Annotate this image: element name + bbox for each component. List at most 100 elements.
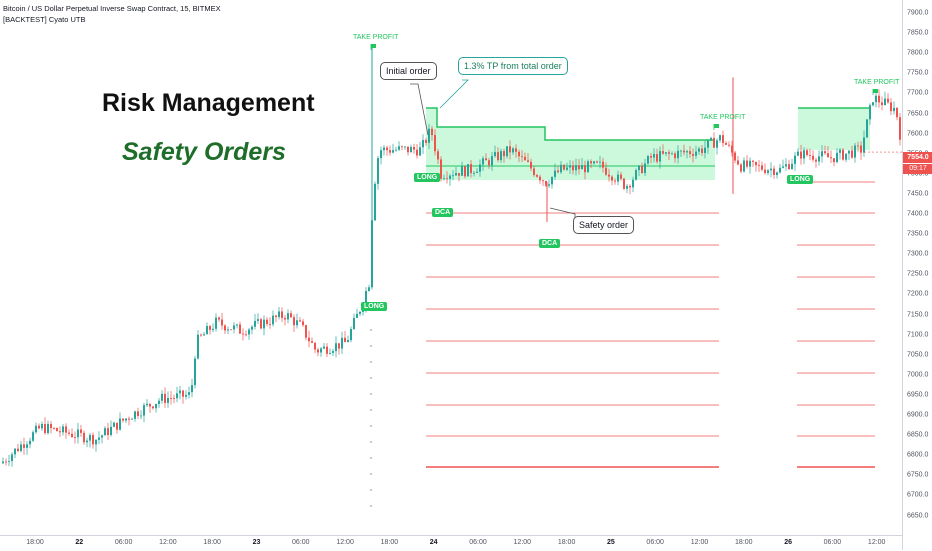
chart-area[interactable] [0,0,902,535]
candle-body [797,151,799,156]
candle-body [377,158,379,184]
candle-body [584,165,586,173]
candle-body [116,422,118,430]
candle-body [800,151,802,159]
candle-body [173,398,175,399]
take-profit-label-3: TAKE PROFIT [854,79,900,86]
time-axis[interactable]: 18:00 22 06:00 12:00 18:00 23 06:00 12:00 18:00 2… [0,535,902,551]
candle-body [284,317,286,320]
chart-header: Bitcoin / US Dollar Perpetual Inverse Sw… [3,3,221,25]
candle-body [635,170,637,180]
candle-body [491,156,493,166]
candle-body [548,184,550,186]
candle-body [731,145,733,153]
price-tick: 6700.0 [907,491,929,499]
candle-body [833,158,835,163]
candle-body [611,176,613,181]
candle-body [323,346,325,349]
candle-body [317,349,319,353]
candle-body [188,392,190,395]
take-profit-flag-icon [714,124,719,128]
candle-body [551,176,553,185]
candle-body [47,423,49,434]
candle-body [266,319,268,324]
candle-body [467,164,469,177]
candle-body [248,329,250,335]
candle-body [728,144,730,146]
time-label: 12:00 [513,539,532,546]
candle-body [665,152,667,154]
candle-body [200,334,202,336]
candle-body [479,164,481,172]
candle-body [860,145,862,153]
candle-body [494,152,496,157]
price-tick: 7450.0 [907,190,929,198]
price-tick: 7050.0 [907,351,929,359]
strategy-name[interactable]: [BACKTEST] Cyato UTB [3,15,86,24]
candle-body [179,390,181,394]
candle-body [500,151,502,161]
candle-body [305,325,307,338]
candle-body [857,145,859,147]
candle-body [59,431,61,433]
candle-body [821,151,823,157]
candle-body [236,324,238,326]
candle-body [884,98,886,106]
candle-body [476,171,478,173]
candle-body [545,181,547,186]
candle-body [593,161,595,164]
candle-body [65,426,67,433]
candle-body [554,170,556,177]
candle-body [83,432,85,443]
candle-body [710,137,712,141]
long-marker-3: LONG [361,302,388,311]
candle-body [704,147,706,154]
candle-body [440,159,442,179]
candle-body [869,105,871,120]
candle-body [503,151,505,157]
candle-body [770,168,772,171]
price-axis[interactable]: 7900.0 7850.0 7800.0 7750.0 7700.0 7650.0 7600… [902,0,932,550]
candle-body [68,432,70,434]
candle-body [602,161,604,168]
candle-body [677,150,679,159]
candle-body [125,418,127,421]
candle-body [71,433,73,438]
candle-body [764,169,766,173]
candle-body [272,315,274,325]
candle-body [431,128,433,136]
candle-body [881,102,883,106]
candle-body [356,313,358,318]
candle-body [776,172,778,176]
candle-body [896,107,898,118]
candle-body [158,400,160,404]
candle-body [623,178,625,189]
candle-body [368,287,370,291]
time-label: 18:00 [380,539,399,546]
candle-body [422,140,424,148]
candle-body [689,151,691,154]
initial-order-callout: Initial order [380,62,437,80]
candle-body [686,151,688,153]
candle-body [350,329,352,341]
current-price-badge: 7554.0 [903,152,932,163]
candle-body [374,183,376,221]
candle-body [23,444,25,448]
candle-body [671,153,673,155]
candle-body [365,290,367,306]
candle-body [863,137,865,153]
candle-body [167,397,169,403]
candle-body [341,337,343,349]
candle-body [536,175,538,177]
time-label: 18:00 [557,539,576,546]
candle-body [293,317,295,326]
candle-body [161,393,163,401]
candle-body [737,160,739,165]
price-tick: 7650.0 [907,110,929,117]
candle-body [137,411,139,416]
candlestick-chart[interactable] [0,0,902,535]
candle-body [95,439,97,445]
candle-body [539,176,541,181]
candle-body [818,156,820,162]
time-label: 23 [252,539,261,546]
